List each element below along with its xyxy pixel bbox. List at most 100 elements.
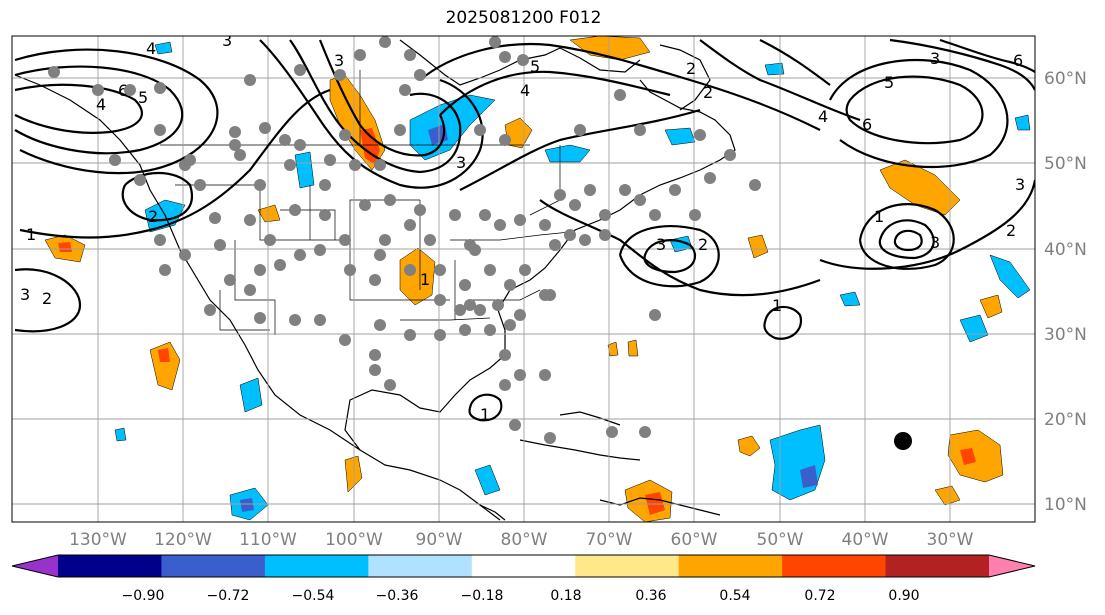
station-dot (539, 289, 551, 301)
station-dot (549, 239, 561, 251)
station-dot (359, 199, 371, 211)
colorbar (11, 554, 1036, 578)
lon-label: 70°W (586, 530, 633, 550)
station-dot (749, 179, 761, 191)
colorbar-tick-label: 0.54 (719, 588, 750, 604)
contour-label: 4 (520, 81, 530, 100)
station-dot (499, 134, 511, 146)
station-dot (154, 124, 166, 136)
station-dot (124, 84, 136, 96)
lon-label: 90°W (416, 530, 463, 550)
contour-label: 3 (656, 235, 666, 254)
contour-label: 2 (1006, 221, 1016, 240)
contour-label: 1 (26, 225, 36, 244)
station-dot (289, 204, 301, 216)
lat-label: 10°N (1044, 495, 1087, 515)
station-dot (204, 304, 216, 316)
map-frame (11, 35, 1036, 523)
station-dot (339, 129, 351, 141)
station-dot (154, 234, 166, 246)
station-dot (499, 349, 511, 361)
lat-label: 30°N (1044, 325, 1087, 345)
station-dot (569, 199, 581, 211)
station-dot (294, 139, 306, 151)
station-dot (469, 244, 481, 256)
lat-label: 20°N (1044, 410, 1087, 430)
contour-label: 6 (118, 81, 128, 100)
colorbar-segment (575, 555, 680, 577)
station-dot (279, 134, 291, 146)
contour-label: 3 (334, 51, 344, 70)
colorbar-tick-label: −0.36 (376, 588, 419, 604)
station-dot (599, 229, 611, 241)
station-dot (404, 329, 416, 341)
contour-label: 3 (456, 153, 466, 172)
station-dot (489, 36, 501, 48)
station-dot (254, 179, 266, 191)
station-dot (599, 209, 611, 221)
colorbar-segment (782, 555, 887, 577)
station-dot (374, 249, 386, 261)
station-dot (159, 264, 171, 276)
station-dot (689, 209, 701, 221)
station-dot (514, 309, 526, 321)
station-dot (319, 179, 331, 191)
station-dot (259, 122, 271, 134)
contour-label: 5 (530, 57, 540, 76)
lon-label: 30°W (927, 530, 974, 550)
station-dot (614, 89, 626, 101)
station-dot (179, 249, 191, 261)
colorbar-tick-label: −0.54 (292, 588, 335, 604)
station-dot (314, 314, 326, 326)
station-dot (519, 264, 531, 276)
contour-label: 1 (420, 270, 430, 289)
lat-label: 50°N (1044, 154, 1087, 174)
colorbar-extend-low (12, 555, 58, 577)
contour-label: 3 (222, 31, 232, 50)
contour-label: 5 (884, 73, 894, 92)
station-dot (214, 239, 226, 251)
colorbar-segment (264, 555, 369, 577)
station-dot (694, 129, 706, 141)
station-dot (404, 264, 416, 276)
station-dot (264, 234, 276, 246)
colorbar-tick-label: −0.90 (122, 588, 165, 604)
station-dot (209, 212, 221, 224)
station-dot (484, 264, 496, 276)
contour-label: 2 (148, 207, 158, 226)
contour-label: 2 (703, 83, 713, 102)
station-dot (354, 49, 366, 61)
station-dot (574, 124, 586, 136)
station-dot (274, 259, 286, 271)
station-dot (404, 219, 416, 231)
station-dot (394, 124, 406, 136)
station-dot (499, 379, 511, 391)
station-dot (639, 426, 651, 438)
station-dot (434, 294, 446, 306)
station-dot (634, 124, 646, 136)
station-dot (504, 279, 516, 291)
station-dot (234, 149, 246, 161)
contour-label: 2 (686, 59, 696, 78)
station-dot (459, 324, 471, 336)
station-dot (504, 319, 516, 331)
station-dot (319, 209, 331, 221)
station-dot (449, 209, 461, 221)
station-dot (289, 314, 301, 326)
station-dot (344, 264, 356, 276)
station-dot (349, 159, 361, 171)
lat-label: 60°N (1044, 69, 1087, 89)
gridlines (12, 36, 1035, 522)
station-dot (649, 309, 661, 321)
lon-label: 110°W (239, 530, 297, 550)
station-dot (374, 159, 386, 171)
station-dot (254, 312, 266, 324)
colorbar-extend-high (989, 555, 1035, 577)
contour-label: 3 (20, 285, 30, 304)
station-dot (244, 214, 256, 226)
station-dot (229, 139, 241, 151)
contour-label: 4 (96, 95, 106, 114)
station-dot (48, 66, 60, 78)
station-dot (492, 299, 504, 311)
station-dot (379, 234, 391, 246)
